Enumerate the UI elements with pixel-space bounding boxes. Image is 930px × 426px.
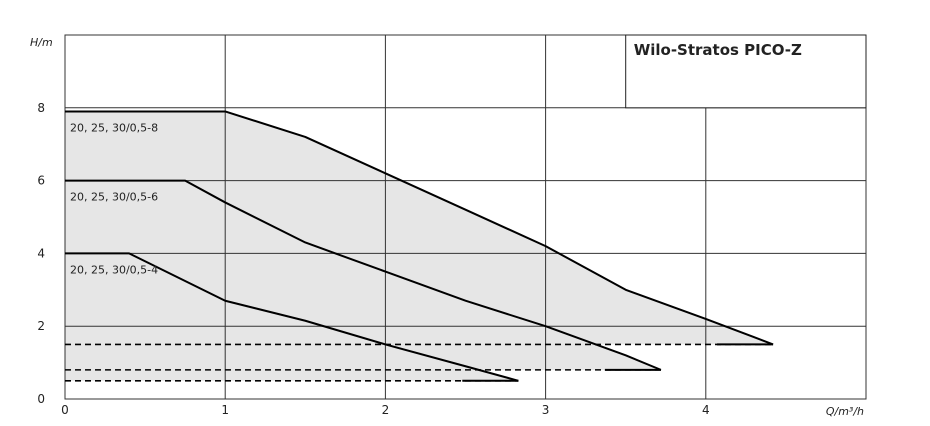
max-curve-2 bbox=[65, 179, 662, 371]
y-axis-label: H/m bbox=[30, 36, 53, 49]
tick-labels: 0 1 2 3 4 0 2 4 6 8 bbox=[37, 101, 709, 417]
pump-curves bbox=[65, 110, 774, 382]
x-tick-label: 0 bbox=[61, 403, 69, 417]
x-tick-label: 1 bbox=[221, 403, 229, 417]
y-tick-label: 0 bbox=[37, 392, 45, 406]
max-curve-3 bbox=[65, 252, 519, 382]
operating-range-fills bbox=[65, 111, 774, 381]
y-tick-label: 2 bbox=[37, 319, 45, 333]
curve-labels: 20, 25, 30/0,5-8 20, 25, 30/0,5-6 20, 25, … bbox=[70, 121, 158, 276]
max-curve-1 bbox=[65, 110, 774, 346]
x-tick-label: 2 bbox=[382, 403, 390, 417]
curve-label-2: 20, 25, 30/0,5-6 bbox=[70, 191, 158, 204]
curve-label-1: 20, 25, 30/0,5-8 bbox=[70, 121, 158, 134]
y-tick-label: 8 bbox=[37, 101, 45, 115]
x-axis-label: Q/m³/h bbox=[826, 405, 864, 418]
y-tick-label: 6 bbox=[37, 174, 45, 188]
chart-title: Wilo-Stratos PICO-Z bbox=[634, 41, 802, 59]
y-tick-label: 4 bbox=[37, 246, 45, 260]
plot-frame bbox=[64, 34, 867, 400]
x-tick-label: 3 bbox=[542, 403, 550, 417]
curve-label-3: 20, 25, 30/0,5-4 bbox=[70, 263, 158, 276]
title-box bbox=[625, 34, 867, 109]
x-tick-label: 4 bbox=[702, 403, 710, 417]
fill-region-3 bbox=[65, 253, 519, 381]
